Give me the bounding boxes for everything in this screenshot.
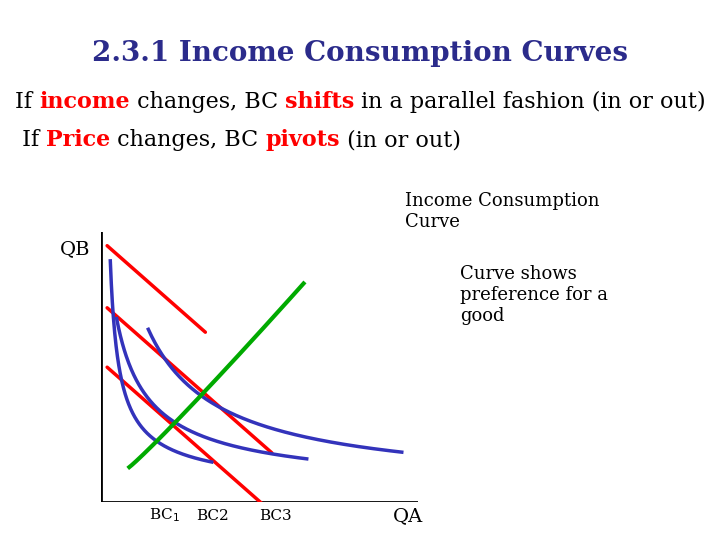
Text: shifts: shifts: [285, 91, 354, 113]
Text: in a parallel fashion (in or out): in a parallel fashion (in or out): [354, 91, 706, 113]
Text: QB: QB: [60, 240, 91, 258]
Text: Price: Price: [46, 129, 110, 151]
Text: If: If: [15, 129, 46, 151]
Text: BC$_1$: BC$_1$: [149, 507, 180, 524]
Text: 2.3.1 Income Consumption Curves: 2.3.1 Income Consumption Curves: [92, 40, 628, 67]
Text: If: If: [15, 91, 39, 113]
Text: changes, BC: changes, BC: [110, 129, 266, 151]
Text: Curve shows
preference for a
good: Curve shows preference for a good: [460, 265, 608, 325]
Text: changes, BC: changes, BC: [130, 91, 285, 113]
Text: (in or out): (in or out): [341, 129, 462, 151]
Text: income: income: [39, 91, 130, 113]
Text: Income Consumption
Curve: Income Consumption Curve: [405, 192, 600, 231]
Text: BC3: BC3: [258, 509, 292, 523]
Text: QA: QA: [393, 507, 423, 525]
Text: BC2: BC2: [196, 509, 228, 523]
Text: pivots: pivots: [266, 129, 341, 151]
